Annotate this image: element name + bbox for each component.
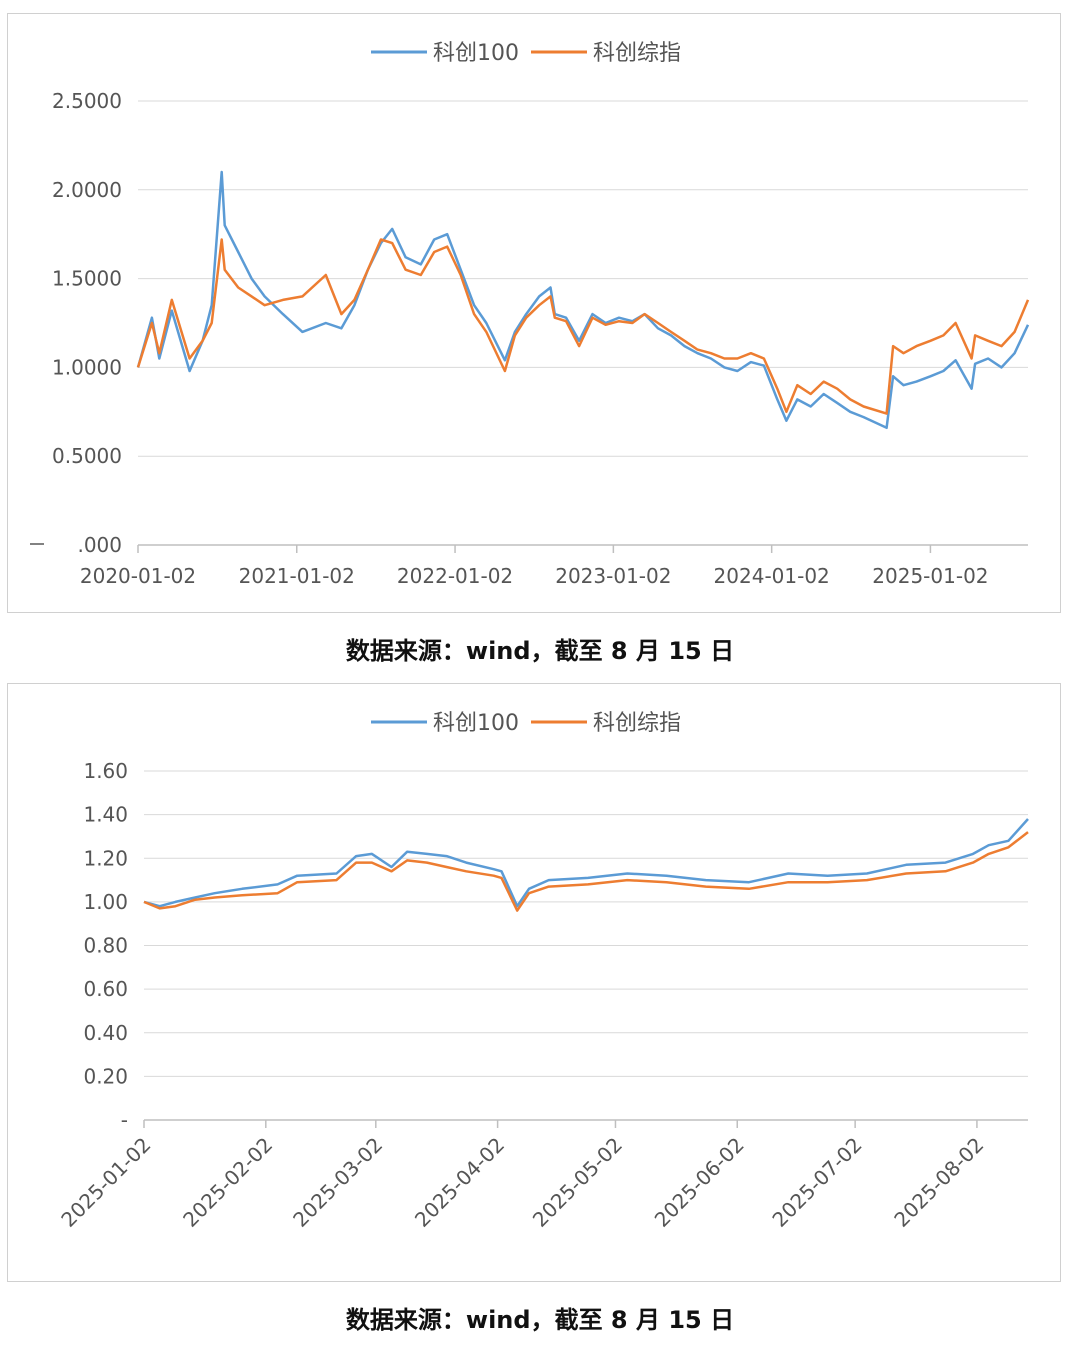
x-tick-label: 2025-05-02 bbox=[528, 1133, 627, 1232]
series-line-2 bbox=[143, 831, 1029, 912]
y-tick-label: 1.0000 bbox=[52, 355, 122, 379]
x-tick-label: 2025-08-02 bbox=[889, 1133, 988, 1232]
y-tick-label: 1.60 bbox=[83, 759, 128, 783]
y-tick-label: - bbox=[121, 1108, 128, 1132]
y-tick-label: 0.5000 bbox=[52, 444, 122, 468]
x-tick-label: 2025-01-02 bbox=[872, 564, 988, 588]
x-tick-label: 2025-04-02 bbox=[410, 1133, 509, 1232]
y-tick-label: 0.60 bbox=[83, 977, 128, 1001]
x-tick-label: 2025-06-02 bbox=[650, 1133, 749, 1232]
y-tick-label: 0.80 bbox=[83, 934, 128, 958]
legend-label-1: 科创100 bbox=[433, 41, 519, 66]
x-tick-label: 2025-03-02 bbox=[288, 1133, 387, 1232]
chart-panel-1: .000 0.5000 1.0000 1.5000 2.0000 2.5000 2020-0… bbox=[7, 13, 1061, 613]
x-tick-label: 2022-01-02 bbox=[397, 564, 513, 588]
series-line-2 bbox=[136, 238, 1030, 415]
line-chart-1: .000 0.5000 1.0000 1.5000 2.0000 2.5000 2020-0… bbox=[30, 41, 1030, 588]
x-tick-label: 2025-02-02 bbox=[178, 1133, 277, 1232]
y-tick-label: 1.5000 bbox=[52, 267, 122, 291]
source-caption-2: 数据来源：wind，截至 8 月 15 日 bbox=[345, 1306, 735, 1334]
line-chart-2: - 0.20 0.40 0.60 0.80 1.00 1.20 1.40 1.60 2025-01… bbox=[56, 711, 1029, 1232]
x-tick-label: 2024-01-02 bbox=[714, 564, 830, 588]
y-tick-label: 1.20 bbox=[83, 846, 128, 870]
legend-label-1: 科创100 bbox=[433, 711, 519, 736]
x-tick-label: 2025-01-02 bbox=[56, 1133, 155, 1232]
legend-label-2: 科创综指 bbox=[593, 41, 681, 66]
y-tick-label: 2.5000 bbox=[52, 89, 122, 113]
series-line-1 bbox=[136, 170, 1030, 430]
y-tick-label: 1.40 bbox=[83, 803, 128, 827]
y-tick-label: 2.0000 bbox=[52, 178, 122, 202]
y-tick-label: .000 bbox=[77, 533, 122, 557]
y-tick-label: 0.40 bbox=[83, 1021, 128, 1045]
source-caption-1: 数据来源：wind，截至 8 月 15 日 bbox=[345, 637, 735, 665]
y-tick-label: 1.00 bbox=[83, 890, 128, 914]
chart-panel-2: - 0.20 0.40 0.60 0.80 1.00 1.20 1.40 1.60 2025-01… bbox=[7, 683, 1061, 1282]
y-tick-label: 0.20 bbox=[83, 1064, 128, 1088]
legend-label-2: 科创综指 bbox=[593, 711, 681, 736]
x-tick-label: 2020-01-02 bbox=[80, 564, 196, 588]
x-tick-label: 2025-07-02 bbox=[768, 1133, 867, 1232]
series-line-1 bbox=[143, 818, 1029, 908]
x-tick-label: 2021-01-02 bbox=[239, 564, 355, 588]
x-tick-label: 2023-01-02 bbox=[555, 564, 671, 588]
